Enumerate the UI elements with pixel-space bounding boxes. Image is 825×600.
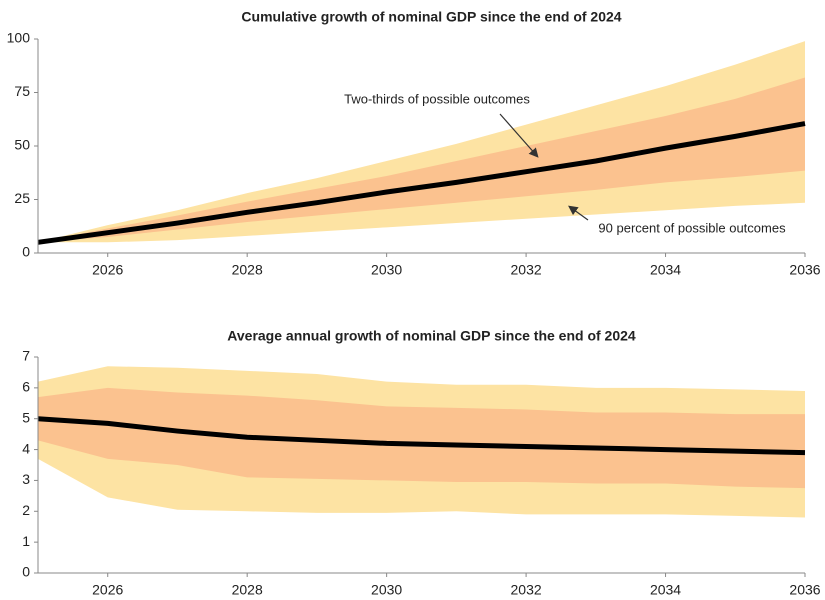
line bbox=[37, 416, 806, 456]
y-tick-label: 2 bbox=[22, 502, 30, 518]
y-tick-label: 4 bbox=[22, 440, 30, 456]
chart-title: Cumulative growth of nominal GDP since t… bbox=[241, 9, 621, 25]
annotation-arrow bbox=[499, 113, 539, 158]
y-tick-label: 1 bbox=[22, 533, 30, 549]
y-tick-label: 0 bbox=[22, 244, 30, 260]
y-tick-label: 50 bbox=[14, 137, 30, 153]
x-tick-label: 2030 bbox=[371, 582, 402, 598]
x-tick-label: 2028 bbox=[232, 262, 263, 278]
y-tick-label: 5 bbox=[22, 409, 30, 425]
x-tick-label: 2026 bbox=[92, 582, 123, 598]
x-tick-label: 2032 bbox=[511, 582, 542, 598]
y-tick-label: 7 bbox=[22, 348, 30, 364]
y-tick-label: 0 bbox=[22, 564, 30, 580]
x-tick-label: 2026 bbox=[92, 262, 123, 278]
y-tick-label: 6 bbox=[22, 379, 30, 395]
y-tick-label: 100 bbox=[7, 30, 31, 46]
chart-title: Average annual growth of nominal GDP sin… bbox=[227, 328, 636, 344]
x-tick-label: 2032 bbox=[511, 262, 542, 278]
band bbox=[38, 387, 805, 489]
y-tick-label: 3 bbox=[22, 471, 30, 487]
annotation-arrow bbox=[568, 205, 589, 221]
y-tick-label: 75 bbox=[14, 83, 30, 99]
band bbox=[38, 77, 805, 243]
band bbox=[38, 41, 805, 243]
x-tick-label: 2036 bbox=[789, 262, 820, 278]
x-tick-label: 2034 bbox=[650, 582, 681, 598]
x-tick-label: 2036 bbox=[789, 582, 820, 598]
y-tick-label: 25 bbox=[14, 190, 30, 206]
x-tick-label: 2034 bbox=[650, 262, 681, 278]
x-tick-label: 2028 bbox=[232, 582, 263, 598]
annotation: Two-thirds of possible outcomes bbox=[344, 91, 530, 106]
x-tick-label: 2030 bbox=[371, 262, 402, 278]
annotation: 90 percent of possible outcomes bbox=[598, 220, 786, 235]
line bbox=[37, 121, 806, 245]
